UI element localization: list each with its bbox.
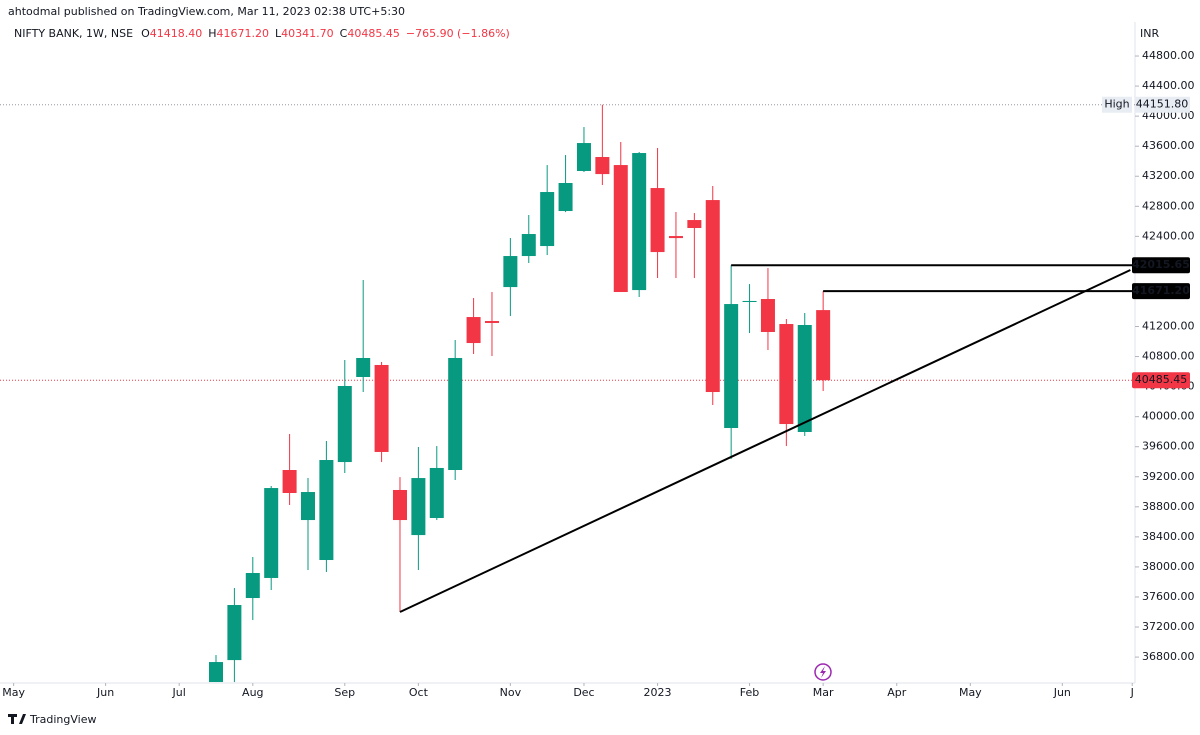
candle-body xyxy=(245,573,260,599)
candle-body xyxy=(319,460,334,561)
symbol: NIFTY BANK, 1W, NSE xyxy=(14,27,133,40)
y-tick-label: 37600.00 xyxy=(1142,590,1195,603)
candle-body xyxy=(466,317,481,344)
trendline xyxy=(399,269,1131,613)
change: −765.90 (−1.86%) xyxy=(406,27,510,40)
candle-body xyxy=(521,234,536,257)
y-tick-label: 42400.00 xyxy=(1142,229,1195,242)
x-tick-label: Dec xyxy=(573,686,594,699)
x-tick-label: Jun xyxy=(1053,686,1071,699)
y-tick-label: 39200.00 xyxy=(1142,470,1195,483)
x-tick-label: Oct xyxy=(409,686,429,699)
last-price-bg xyxy=(1132,372,1190,389)
high-name: High xyxy=(1104,98,1129,111)
candle-body xyxy=(356,357,371,377)
candle-body xyxy=(576,143,591,171)
y-tick-label: 40800.00 xyxy=(1142,350,1195,363)
x-tick-label: 2023 xyxy=(644,686,672,699)
x-tick-label: Aug xyxy=(242,686,263,699)
ohlc-key: O xyxy=(141,27,150,40)
ohlc-key: L xyxy=(275,27,282,40)
y-tick-label: 38000.00 xyxy=(1142,560,1195,573)
x-tick-label: Jul xyxy=(172,686,186,699)
candle-body xyxy=(632,153,647,291)
candle-body xyxy=(816,310,831,381)
level-label-bg xyxy=(1132,283,1190,300)
candle-body xyxy=(448,357,463,471)
y-tick-label: 36800.00 xyxy=(1142,650,1195,663)
footer-brand: TradingView xyxy=(29,713,96,726)
ohlc-key: H xyxy=(208,27,216,40)
y-tick-label: 40000.00 xyxy=(1142,410,1195,423)
x-tick-label: Feb xyxy=(740,686,759,699)
y-tick-label: 38800.00 xyxy=(1142,500,1195,513)
y-tick-label: 37200.00 xyxy=(1142,620,1195,633)
y-tick-label: 41200.00 xyxy=(1142,320,1195,333)
x-tick-label: J xyxy=(1130,686,1134,699)
ohlc-value: 41418.40 xyxy=(150,27,203,40)
candle-body xyxy=(797,325,812,432)
x-tick-label: Jun xyxy=(96,686,114,699)
candle-body xyxy=(484,321,499,323)
candle-body xyxy=(668,236,683,239)
footer-logo xyxy=(8,714,26,724)
candle-body xyxy=(429,467,444,519)
ohlc-key: C xyxy=(340,27,348,40)
candle-body xyxy=(613,165,628,293)
candle-body xyxy=(595,157,610,175)
legend: NIFTY BANK, 1W, NSE O41418.40 H41671.20 L40… xyxy=(14,27,510,40)
candle-body xyxy=(687,220,702,229)
candle-body xyxy=(282,470,297,493)
candle-body xyxy=(705,200,720,393)
x-tick-label: Sep xyxy=(334,686,355,699)
high-name-bg xyxy=(1102,96,1132,113)
y-tick-label: 42800.00 xyxy=(1142,199,1195,212)
level-label: 42015.65 xyxy=(1132,258,1190,271)
ohlc-value: 41671.20 xyxy=(217,27,270,40)
y-tick-label: 44800.00 xyxy=(1142,49,1195,62)
candle-body xyxy=(724,304,739,429)
ohlc-value: 40485.45 xyxy=(347,27,400,40)
candle-body xyxy=(300,492,315,521)
candle-body xyxy=(650,188,665,253)
y-tick-label: 38400.00 xyxy=(1142,530,1195,543)
y-tick-label: 43600.00 xyxy=(1142,139,1195,152)
candle-body xyxy=(760,299,775,332)
candle-body xyxy=(337,386,352,463)
y-tick-label: 39600.00 xyxy=(1142,440,1195,453)
high-value: 44151.80 xyxy=(1136,98,1189,111)
publish-info: ahtodmal published on TradingView.com, M… xyxy=(8,5,405,18)
alert-icon xyxy=(814,663,832,681)
y-tick-label: 44400.00 xyxy=(1142,79,1195,92)
last-price-label: 40485.45 xyxy=(1135,373,1188,386)
x-tick-label: May xyxy=(2,686,25,699)
candle-body xyxy=(208,662,223,683)
candle-body xyxy=(503,256,518,288)
level-label: 41671.20 xyxy=(1132,284,1190,297)
x-tick-label: Apr xyxy=(887,686,907,699)
candle-body xyxy=(392,489,407,521)
candle-body xyxy=(540,192,555,247)
x-tick-label: Nov xyxy=(500,686,522,699)
candle-body xyxy=(411,478,426,536)
candle-body xyxy=(558,183,573,212)
currency: INR xyxy=(1140,27,1159,40)
y-tick-label: 43200.00 xyxy=(1142,169,1195,182)
candle-body xyxy=(742,300,757,303)
ohlc-value: 40341.70 xyxy=(281,27,334,40)
x-tick-label: Mar xyxy=(813,686,834,699)
candle-body xyxy=(227,605,242,661)
high-value-bg xyxy=(1135,96,1190,113)
candle-body xyxy=(264,488,279,578)
candle-body xyxy=(779,324,794,425)
candle-body xyxy=(374,364,389,452)
x-tick-label: May xyxy=(959,686,982,699)
level-label-bg xyxy=(1132,257,1190,274)
